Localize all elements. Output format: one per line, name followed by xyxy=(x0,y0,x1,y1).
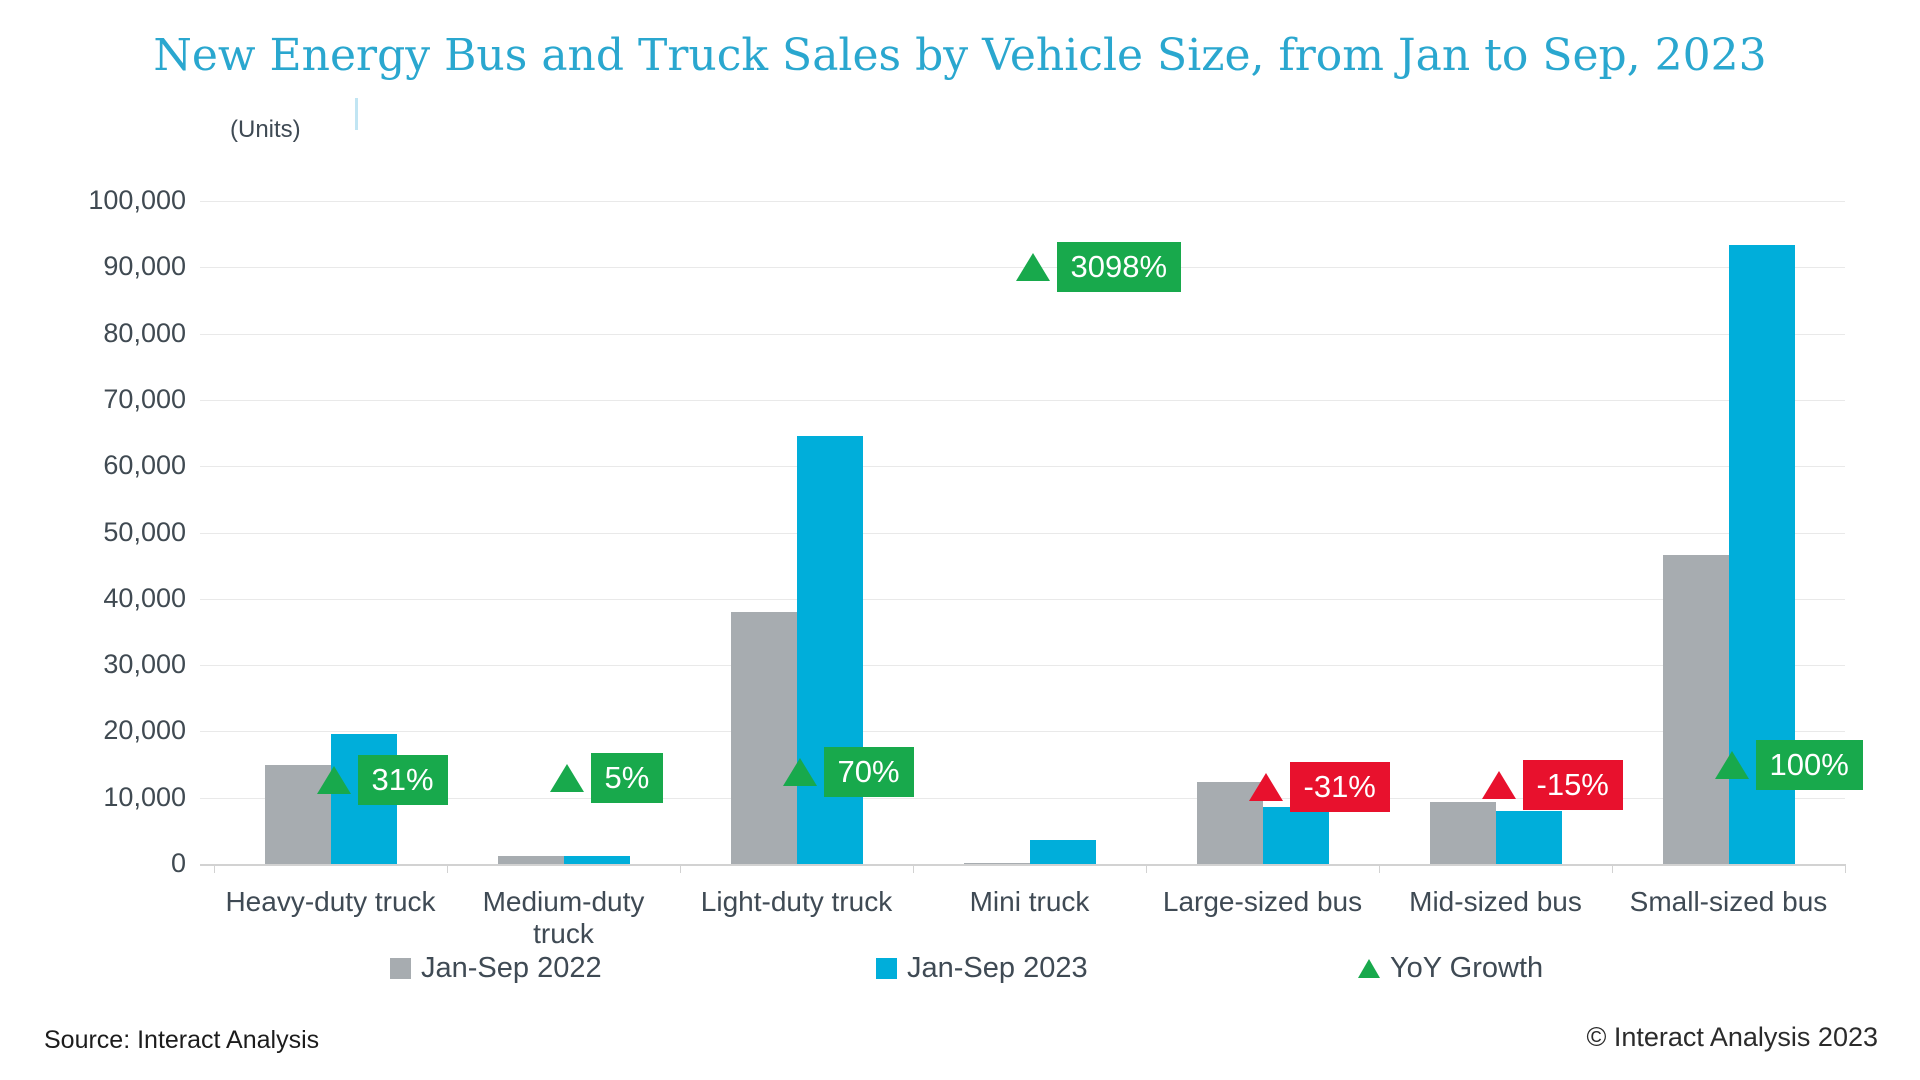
yoy-annotation: 5% xyxy=(549,752,664,803)
x-axis-tick-mark xyxy=(214,864,215,873)
legend-label: YoY Growth xyxy=(1390,951,1544,984)
gridline xyxy=(200,399,1845,401)
y-axis-tick-label: 0 xyxy=(170,848,186,878)
y-axis-units-label: (Units) xyxy=(230,116,301,143)
yoy-annotation: 100% xyxy=(1714,740,1863,791)
y-axis-tick-label: 30,000 xyxy=(103,649,186,680)
category-slot: 100% Small-sized bus xyxy=(1612,201,1863,917)
growth-arrow-icon xyxy=(1015,253,1050,282)
growth-arrow-icon xyxy=(549,763,584,792)
category-label: Small-sized bus xyxy=(1629,886,1828,917)
gridline xyxy=(200,201,1845,202)
y-axis-tick-label: 40,000 xyxy=(103,582,186,613)
x-axis-tick-mark xyxy=(680,864,681,873)
category-label: Light-duty truck xyxy=(700,886,893,917)
legend-swatch-icon xyxy=(876,957,897,979)
bar-prev-year xyxy=(1662,555,1729,864)
bar-prev-year xyxy=(1429,802,1496,864)
category-slot: 31% Heavy-duty truck xyxy=(214,201,448,917)
category-slot: 3098% Mini truck xyxy=(913,201,1182,917)
yoy-annotation: 70% xyxy=(782,746,914,797)
yoy-annotation: -31% xyxy=(1248,762,1390,813)
legend-swatch-icon xyxy=(390,957,411,979)
y-axis-tick-label: 60,000 xyxy=(103,450,186,481)
bar-current-year xyxy=(1029,840,1096,864)
bar-pair xyxy=(680,436,913,864)
chart-legend: Jan-Sep 2022 Jan-Sep 2023 YoY Growth xyxy=(0,948,1920,988)
y-axis-tick-label: 10,000 xyxy=(103,781,186,812)
y-axis-tick-label: 80,000 xyxy=(103,317,186,348)
yoy-annotation: 31% xyxy=(316,754,448,805)
category-slot: -15% Mid-sized bus xyxy=(1379,201,1623,917)
growth-badge: 5% xyxy=(590,752,664,803)
legend-label: Jan-Sep 2022 xyxy=(421,951,602,984)
source-note: Source: Interact Analysis xyxy=(44,1026,320,1054)
category-slot: -31% Large-sized bus xyxy=(1146,201,1390,917)
bar-pair xyxy=(447,856,680,864)
x-axis-tick-mark xyxy=(447,864,448,873)
growth-badge: 70% xyxy=(823,746,914,797)
growth-arrow-icon xyxy=(1248,773,1283,802)
bar-prev-year xyxy=(963,863,1030,864)
growth-badge: 31% xyxy=(357,754,448,805)
gridline xyxy=(200,797,1845,799)
growth-arrow-icon xyxy=(1714,751,1749,780)
bar-prev-year xyxy=(497,856,564,864)
bar-current-year xyxy=(796,436,863,864)
gridline xyxy=(200,532,1845,534)
growth-arrow-icon xyxy=(1481,771,1516,800)
category-slot: 70% Light-duty truck xyxy=(680,201,914,917)
bar-pair xyxy=(913,840,1146,864)
yoy-annotation: -15% xyxy=(1481,760,1623,811)
x-axis-tick-mark xyxy=(1612,864,1613,873)
bar-current-year xyxy=(563,856,630,864)
gridline xyxy=(200,598,1845,600)
x-axis-tick-mark xyxy=(913,864,914,873)
gridline xyxy=(200,864,1845,866)
growth-arrow-icon xyxy=(782,757,817,786)
growth-arrow-icon xyxy=(316,765,351,794)
x-axis-tick-mark xyxy=(1845,864,1846,873)
y-axis-tick-label: 90,000 xyxy=(103,251,186,282)
category-slot: 5% Medium-duty truck xyxy=(447,201,680,949)
bar-pair xyxy=(1379,802,1612,864)
legend-label: Jan-Sep 2023 xyxy=(907,951,1088,984)
category-label: Heavy-duty truck xyxy=(225,886,436,917)
growth-badge: 100% xyxy=(1755,740,1863,791)
legend-triangle-icon xyxy=(1358,958,1380,978)
category-label: Mid-sized bus xyxy=(1409,886,1582,917)
bar-current-year xyxy=(1262,807,1329,864)
gridline xyxy=(200,665,1845,667)
yoy-annotation: 3098% xyxy=(1015,242,1182,293)
cursor-artifact xyxy=(355,98,358,130)
growth-badge: 3098% xyxy=(1056,242,1182,293)
growth-badge: -15% xyxy=(1522,760,1623,811)
bar-prev-year xyxy=(730,612,797,864)
gridline xyxy=(200,466,1845,468)
category-label: Large-sized bus xyxy=(1162,886,1363,917)
category-label: Mini truck xyxy=(969,886,1090,917)
category-label: Medium-duty truck xyxy=(482,886,645,950)
chart-title: New Energy Bus and Truck Sales by Vehicl… xyxy=(153,30,1767,81)
y-axis-tick-label: 50,000 xyxy=(103,516,186,547)
legend-item: YoY Growth xyxy=(1358,948,1543,988)
copyright-note: © Interact Analysis 2023 xyxy=(1586,1022,1878,1052)
x-axis-tick-mark xyxy=(1146,864,1147,873)
gridline xyxy=(200,333,1845,335)
y-axis-tick-label: 20,000 xyxy=(103,715,186,746)
x-axis-tick-mark xyxy=(1379,864,1380,873)
y-axis-tick-label: 100,000 xyxy=(88,185,186,215)
growth-badge: -31% xyxy=(1289,762,1390,813)
gridline xyxy=(200,731,1845,733)
bar-current-year xyxy=(1495,811,1562,864)
legend-item: Jan-Sep 2022 xyxy=(390,948,602,988)
y-axis-tick-label: 70,000 xyxy=(103,383,186,414)
legend-item: Jan-Sep 2023 xyxy=(876,948,1088,988)
